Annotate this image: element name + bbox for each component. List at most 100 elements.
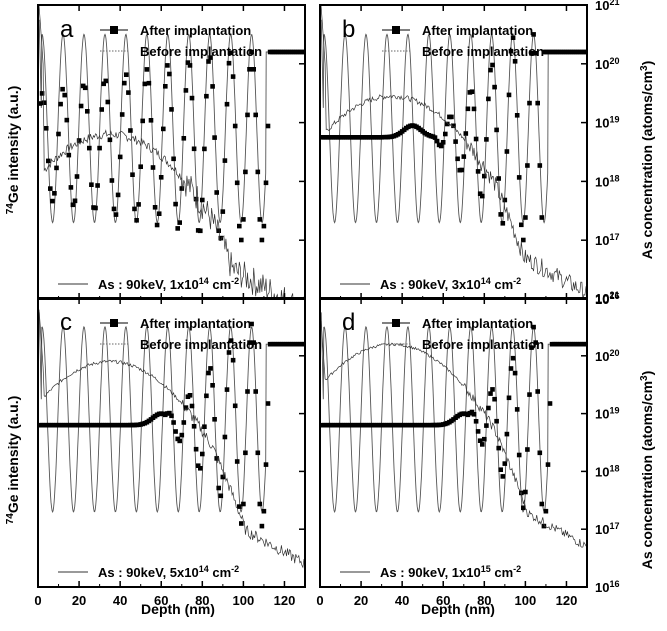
after-implantation-point <box>204 394 209 399</box>
panel-letter: b <box>342 16 355 43</box>
after-implantation-point <box>517 175 522 180</box>
left-axis-title: 74Ge intensity (a.u.) <box>5 86 22 215</box>
x-tick-label: 120 <box>556 593 578 608</box>
after-implantation-point <box>546 462 551 467</box>
after-implantation-point <box>184 88 189 93</box>
y-tick-label: 1017 <box>595 521 619 537</box>
legend-after-label: After implantation <box>140 23 251 38</box>
dose-annotation: As : 90keV, 5x1014 cm-2 <box>98 564 239 580</box>
after-implantation-point <box>104 79 109 84</box>
after-implantation-point <box>149 118 154 123</box>
after-implantation-point <box>517 453 522 458</box>
after-implantation-point <box>130 172 135 177</box>
after-implantation-point <box>476 429 481 434</box>
after-implantation-point <box>112 207 117 212</box>
left-axis-title-main-2: Ge intensity (a.u.) <box>5 396 21 513</box>
after-implantation-point <box>501 221 506 226</box>
after-implantation-point <box>515 407 520 412</box>
after-implantation-point <box>79 104 84 109</box>
after-implantation-point <box>239 521 244 526</box>
after-implantation-point <box>441 140 446 145</box>
after-implantation-point <box>155 223 160 228</box>
after-implantation-point <box>143 82 148 87</box>
after-implantation-point <box>177 439 182 444</box>
after-implantation-point <box>173 429 178 434</box>
x-tick-label: 100 <box>233 593 255 608</box>
after-implantation-point <box>223 435 228 440</box>
after-implantation-point <box>484 423 489 428</box>
after-implantation-point <box>476 169 481 174</box>
after-implantation-point <box>95 183 100 188</box>
after-implantation-point <box>114 212 119 217</box>
after-implantation-point <box>192 147 197 152</box>
after-implantation-point <box>515 113 520 118</box>
after-implantation-point <box>71 203 76 208</box>
after-implantation-point <box>251 67 256 72</box>
y-tick-label: 1020 <box>595 348 619 364</box>
after-implantation-point <box>108 138 113 143</box>
after-implantation-point <box>219 494 224 499</box>
after-implantation-point <box>535 101 540 106</box>
after-implantation-point <box>501 474 506 479</box>
after-implantation-point <box>167 72 172 77</box>
after-implantation-point <box>519 223 524 228</box>
after-implantation-point <box>200 198 205 203</box>
after-implantation-point <box>503 461 508 466</box>
after-implantation-point <box>73 199 78 204</box>
legend-after-marker <box>392 319 400 327</box>
after-implantation-point <box>134 218 139 223</box>
right-axis-title-2: As concentration (atoms/cm3) <box>639 371 656 570</box>
right-axis-title-end-2: ) <box>639 371 655 376</box>
after-implantation-point <box>171 157 176 162</box>
after-implantation-point <box>535 389 540 394</box>
svg-text:As concentration (atoms/cm3): As concentration (atoms/cm3) <box>639 61 656 260</box>
panel-c: 0 20 40 60 80 100 120c After implantationBefore… <box>34 298 307 608</box>
after-implantation-point <box>505 149 510 154</box>
after-implantation-point <box>480 442 485 447</box>
after-implantation-point <box>470 89 475 94</box>
after-implantation-point <box>490 63 495 68</box>
legend-after-label: After implantation <box>422 316 533 331</box>
after-implantation-point <box>208 366 213 371</box>
y-tick-label: 1019 <box>595 115 619 131</box>
after-implantation-point <box>173 202 178 207</box>
after-implantation-point <box>188 393 193 398</box>
after-implantation-point <box>225 387 230 392</box>
after-implantation-point <box>99 107 104 112</box>
x-tick-label: 60 <box>154 593 168 608</box>
after-implantation-point <box>494 419 499 424</box>
after-implantation-point <box>266 401 271 406</box>
after-implantation-point <box>210 84 215 89</box>
after-implantation-point <box>42 100 47 105</box>
x-tick-label: 60 <box>436 593 450 608</box>
panel-letter: c <box>60 309 72 336</box>
after-implantation-point <box>182 136 187 141</box>
after-implantation-point <box>157 211 162 216</box>
svg-text:74Ge intensity (a.u.): 74Ge intensity (a.u.) <box>5 396 22 525</box>
after-implantation-point <box>106 100 111 105</box>
after-implantation-point <box>488 391 493 396</box>
y-tick-label: 1021 <box>595 290 619 306</box>
after-implantation-point <box>50 199 55 204</box>
after-implantation-point <box>262 224 267 229</box>
legend-before-label: Before implantation <box>140 337 262 352</box>
after-implantation-point <box>237 224 242 229</box>
after-implantation-point <box>56 132 61 137</box>
legend-before-label: Before implantation <box>422 337 544 352</box>
after-implantation-point <box>527 392 532 397</box>
after-implantation-point <box>544 509 549 514</box>
after-implantation-point <box>180 433 185 438</box>
after-implantation-point <box>87 146 92 151</box>
y-tick-label: 1016 <box>595 579 619 595</box>
after-implantation-point <box>498 212 503 217</box>
y-tick-label: 1017 <box>595 232 619 248</box>
after-implantation-point <box>188 63 193 68</box>
after-implantation-point <box>245 389 250 394</box>
after-implantation-point <box>138 164 143 169</box>
after-implantation-point <box>507 396 512 401</box>
after-implantation-point <box>202 147 207 152</box>
after-implantation-point <box>165 63 170 68</box>
x-tick-label: 100 <box>515 593 537 608</box>
panels: a After implantationBefore implantationAs… <box>34 0 619 608</box>
after-implantation-point <box>118 155 123 160</box>
